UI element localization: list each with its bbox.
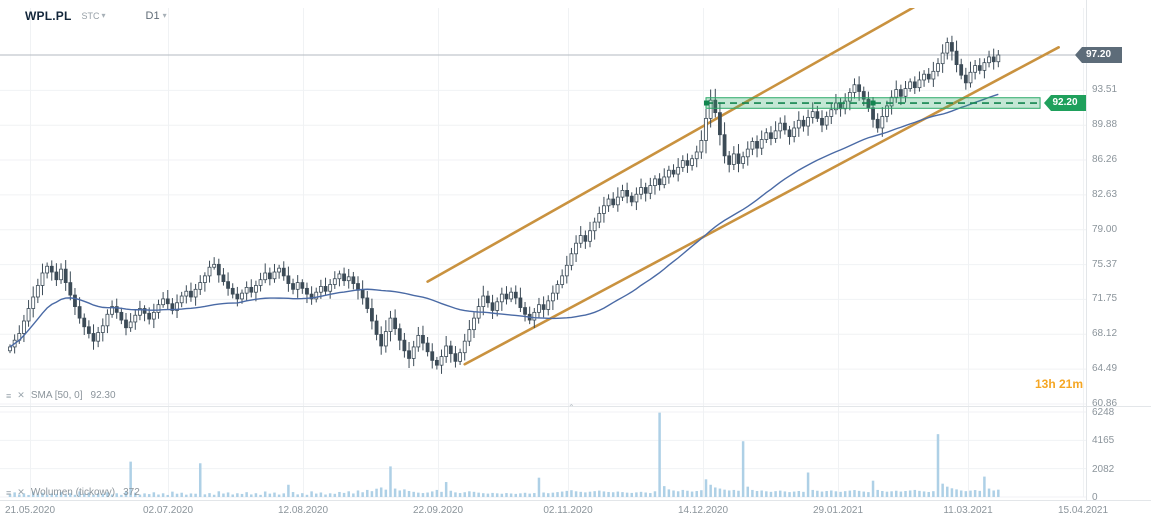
timeframe-selector[interactable]: D1 ▾: [146, 10, 167, 22]
chevron-down-icon: ▾: [101, 11, 106, 20]
channel-lower-line: [463, 46, 1060, 366]
chevron-down-icon: ▾: [162, 11, 167, 20]
indicator-remove-icon[interactable]: ✕: [17, 390, 25, 400]
volume-settings-icon[interactable]: ≡: [6, 487, 12, 498]
gridlines: [0, 8, 1086, 498]
indicator-label: SMA [50, 0]: [30, 390, 83, 401]
resistance-zone[interactable]: [704, 97, 1041, 109]
volume-label: Wolumen (tickowy): [30, 487, 116, 498]
candles: [8, 35, 1001, 374]
market-selector[interactable]: STC ▾: [82, 11, 106, 21]
volume-bars: [8, 412, 1000, 497]
trend-channel[interactable]: [426, 4, 1060, 366]
volume-legend: ≡ ✕ Wolumen (tickowy) 372: [6, 487, 140, 498]
timeframe-label: D1: [145, 10, 160, 22]
sma-line[interactable]: [9, 93, 999, 348]
current-price-badge: 97.20: [1075, 47, 1122, 63]
market-label: STC: [81, 11, 100, 21]
channel-upper-line: [426, 8, 916, 283]
bar-countdown: 13h 21m: [1034, 377, 1083, 391]
chart-header: WPL.PL STC ▾ D1 ▾: [25, 9, 167, 23]
panel-resize-handle[interactable]: ⌃: [568, 403, 575, 412]
volume-value: 372: [123, 487, 140, 498]
zone-handle[interactable]: [704, 100, 709, 106]
indicator-legend: ≡ ✕ SMA [50, 0] 92.30: [6, 390, 116, 401]
zone-handle[interactable]: [870, 100, 876, 106]
volume-remove-icon[interactable]: ✕: [17, 487, 25, 497]
symbol-label[interactable]: WPL.PL: [25, 9, 72, 23]
indicator-value: 92.30: [90, 390, 116, 401]
level-price-badge: 92.20: [1044, 95, 1086, 111]
indicator-settings-icon[interactable]: ≡: [6, 390, 12, 401]
